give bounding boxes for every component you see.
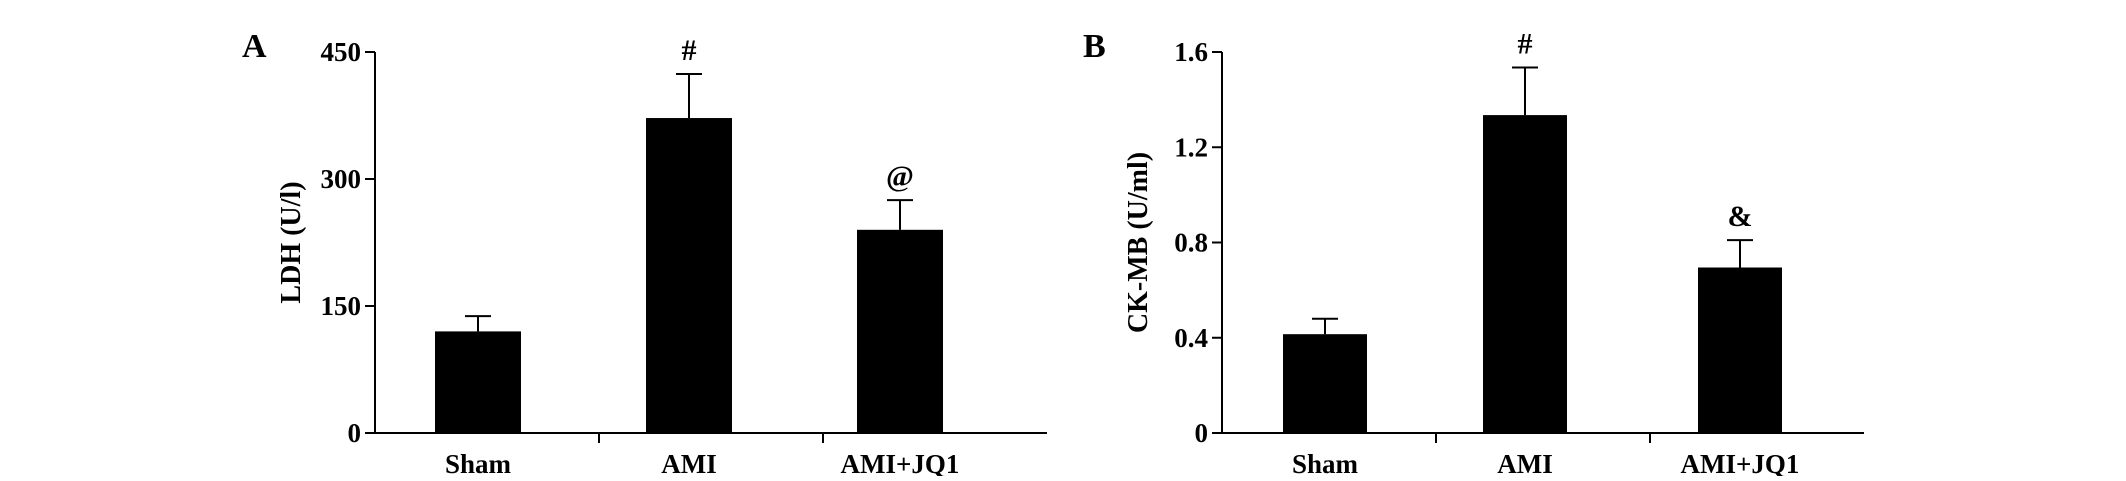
x-tick-label: Sham [445,449,512,476]
y-tick-label: 0.8 [1174,228,1208,258]
panel-letter: B [1083,28,1106,65]
panel-b: B 0 0.4 0.8 1.2 1.6 Sham AMI # AMI+JQ1 & CK-MB (U/m… [1083,27,1864,479]
panel-a: A 0 150 300 450 Sham AMI # AMI+JQ1 @ LDH (U/l) [242,28,1047,479]
bar [1698,267,1782,433]
y-tick-label: 150 [321,291,362,321]
y-tick-label: 300 [321,164,362,194]
significance-label: @ [886,160,914,193]
x-tick-label: Sham [1292,449,1359,476]
y-tick-label: 450 [321,37,362,67]
x-tick-label: AMI+JQ1 [1681,449,1800,476]
significance-label: # [682,34,697,67]
x-tick-label: AMI [1497,449,1553,476]
bar [1483,115,1567,434]
bar [1283,334,1367,433]
panel-letter: A [242,28,267,65]
bar [646,118,732,433]
y-tick-label: 0.4 [1174,323,1208,353]
y-axis-label: LDH (U/l) [276,181,307,303]
y-tick-label: 1.6 [1174,37,1208,67]
y-tick-label: 0 [348,418,362,448]
x-tick-label: AMI+JQ1 [841,449,960,476]
bar [857,229,943,433]
x-tick-label: AMI [661,449,717,476]
significance-label: & [1728,200,1753,233]
y-tick-label: 0 [1195,418,1209,448]
significance-label: # [1518,27,1533,60]
y-tick-label: 1.2 [1174,132,1208,162]
y-axis-label: CK-MB (U/ml) [1123,152,1154,333]
bar [435,331,521,433]
